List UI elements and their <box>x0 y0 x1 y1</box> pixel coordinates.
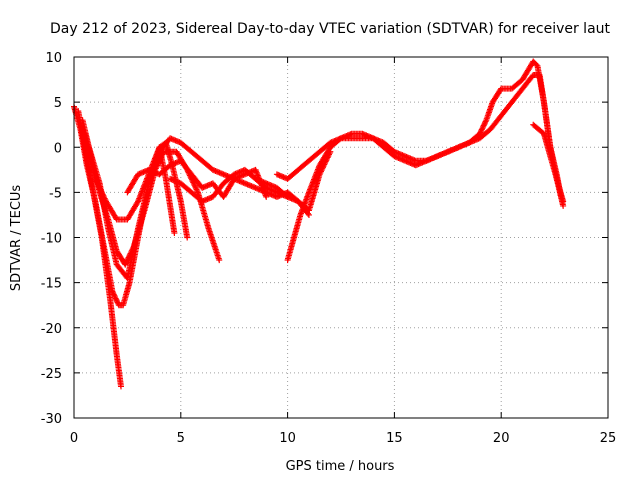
axis-ticks: 0 5 10 15 20 25 -30 -25 -20 -15 -10 -5 0 5 10 <box>41 51 617 446</box>
data-point-marker <box>263 193 270 200</box>
data-point-marker <box>476 130 483 137</box>
data-point-marker <box>478 128 485 135</box>
data-point-marker <box>481 121 488 128</box>
data-point-marker <box>184 234 191 241</box>
plot-frame <box>73 56 609 419</box>
data-point-marker <box>477 129 484 136</box>
series-track-j <box>252 148 334 214</box>
y-tick-label: -20 <box>41 322 62 337</box>
data-point-marker <box>123 258 130 265</box>
y-axis-label: SDTVAR / TECUs <box>9 185 24 292</box>
data-point-marker <box>171 229 178 236</box>
data-point-marker <box>112 294 119 301</box>
data-point-marker <box>114 299 121 306</box>
data-point-marker <box>327 148 334 155</box>
data-point-marker <box>482 118 489 125</box>
data-point-marker <box>113 298 120 305</box>
data-point-marker <box>478 126 485 133</box>
data-point-marker <box>480 123 487 130</box>
series-track-a <box>71 103 191 309</box>
x-tick-label: 0 <box>70 431 78 446</box>
chart-title: Day 212 of 2023, Sidereal Day-to-day VTE… <box>50 21 611 37</box>
data-point-marker <box>124 257 131 264</box>
x-axis-label: GPS time / hours <box>286 459 395 474</box>
y-tick-label: -10 <box>41 232 62 247</box>
data-point-marker <box>481 119 488 126</box>
data-point-marker <box>122 261 129 268</box>
x-tick-label: 10 <box>279 431 296 446</box>
data-point-marker <box>480 122 487 129</box>
y-tick-label: 0 <box>54 141 62 156</box>
series-track-k <box>530 121 567 205</box>
data-point-marker <box>112 295 119 302</box>
data-point-marker <box>533 61 540 68</box>
data-point-marker <box>117 383 124 390</box>
x-tick-label: 20 <box>493 431 510 446</box>
y-tick-label: -5 <box>49 186 62 201</box>
y-tick-label: 10 <box>45 51 62 66</box>
y-tick-label: -30 <box>41 412 62 427</box>
data-point-marker <box>134 199 141 206</box>
grid <box>74 57 608 418</box>
data-point-marker <box>560 198 567 205</box>
x-tick-label: 5 <box>177 431 185 446</box>
x-tick-label: 25 <box>600 431 617 446</box>
y-tick-label: -15 <box>41 277 62 292</box>
y-tick-label: 5 <box>54 96 62 111</box>
y-tick-label: -25 <box>41 367 62 382</box>
data-point-marker <box>216 257 223 264</box>
data-points <box>71 58 567 390</box>
x-tick-label: 15 <box>386 431 403 446</box>
data-point-marker <box>113 296 120 303</box>
series-track-b <box>75 108 124 390</box>
data-point-marker <box>479 125 486 132</box>
